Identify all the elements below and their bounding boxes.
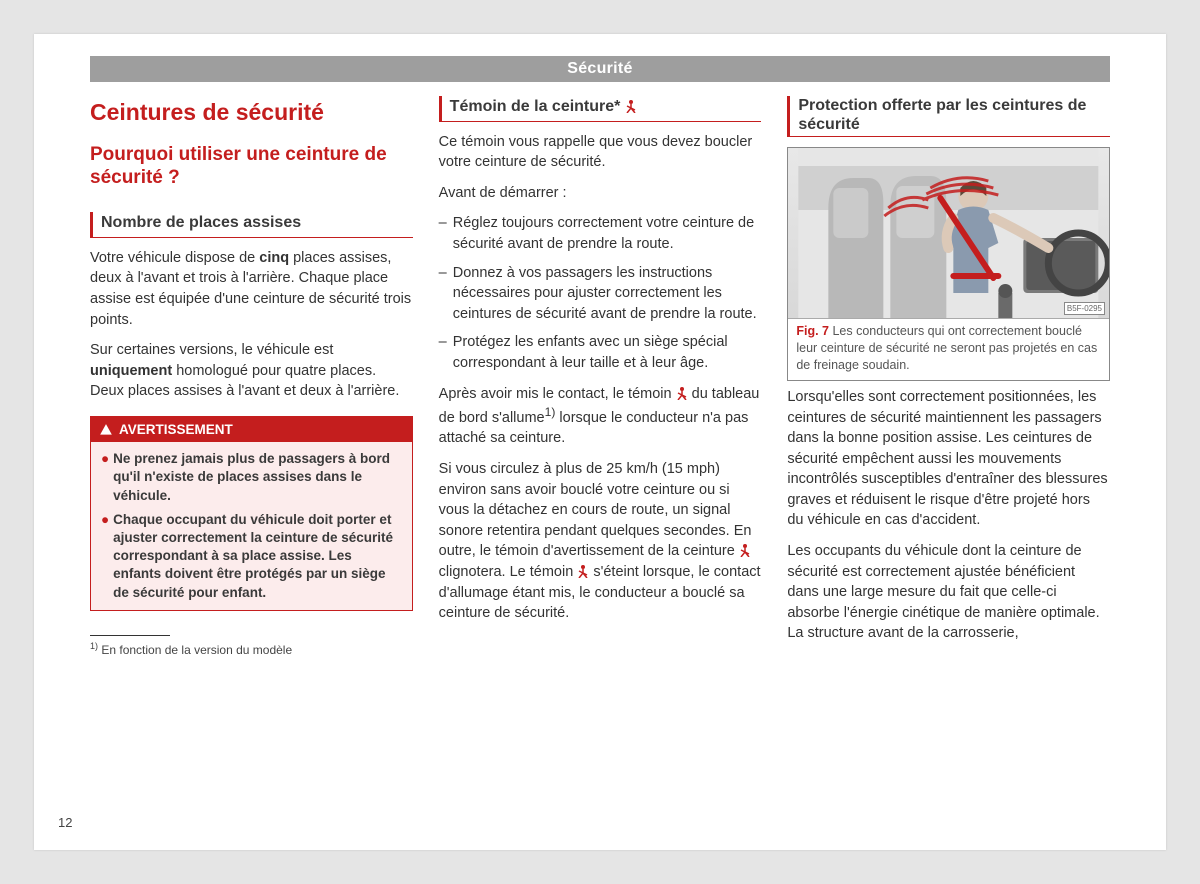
paragraph: Sur certaines versions, le véhicule est …: [90, 340, 413, 402]
chapter-title: Ceintures de sécurité: [90, 96, 413, 129]
paragraph: Lorsqu'elles sont correctement positionn…: [787, 387, 1110, 531]
seatbelt-icon: [577, 563, 589, 581]
warning-bullet: ●Ne prenez jamais plus de passagers à bo…: [101, 450, 402, 505]
section-title: Pourquoi utiliser une ceinture de sécuri…: [90, 143, 413, 191]
list-item: –Donnez à vos passagers les instructions…: [439, 263, 762, 325]
warning-body: ●Ne prenez jamais plus de passagers à bo…: [91, 442, 412, 610]
warning-header: AVERTISSEMENT: [91, 417, 412, 442]
page-number: 12: [58, 815, 72, 830]
figure-box: B5F-0295 Fig. 7 Les conducteurs qui ont …: [787, 147, 1110, 381]
column-1: Ceintures de sécurité Pourquoi utiliser …: [90, 96, 413, 659]
list-item: –Réglez toujours correctement votre cein…: [439, 213, 762, 254]
subsection-title: Nombre de places assises: [90, 212, 413, 238]
paragraph: Après avoir mis le contact, le témoin du…: [439, 384, 762, 450]
list-item: –Protégez les enfants avec un siège spéc…: [439, 332, 762, 373]
section-header: Sécurité: [90, 56, 1110, 82]
subsection-title: Témoin de la ceinture*: [439, 96, 762, 122]
figure-caption: Fig. 7 Les conducteurs qui ont correctem…: [788, 318, 1109, 380]
warning-bullet: ●Chaque occupant du véhicule doit porter…: [101, 511, 402, 602]
paragraph: Avant de démarrer :: [439, 183, 762, 204]
warning-triangle-icon: [99, 423, 113, 437]
paragraph: Si vous circulez à plus de 25 km/h (15 m…: [439, 459, 762, 624]
manual-page: Sécurité Ceintures de sécurité Pourquoi …: [34, 34, 1166, 850]
paragraph: Votre véhicule dispose de cinq places as…: [90, 248, 413, 330]
seatbelt-icon: [676, 385, 688, 403]
seatbelt-icon: [625, 98, 637, 116]
figure-code: B5F-0295: [1064, 302, 1105, 315]
warning-box: AVERTISSEMENT ●Ne prenez jamais plus de …: [90, 416, 413, 611]
column-3: Protection offerte par les ceintures de …: [787, 96, 1110, 659]
content-columns: Ceintures de sécurité Pourquoi utiliser …: [90, 96, 1110, 659]
footnote: 1) En fonction de la version du modèle: [90, 640, 413, 659]
dash-list: –Réglez toujours correctement votre cein…: [439, 213, 762, 373]
paragraph: Les occupants du véhicule dont la ceintu…: [787, 541, 1110, 644]
seatbelt-icon: [739, 542, 751, 560]
footnote-rule: [90, 635, 170, 636]
column-2: Témoin de la ceinture* Ce témoin vous ra…: [439, 96, 762, 659]
paragraph: Ce témoin vous rappelle que vous devez b…: [439, 132, 762, 173]
figure-illustration: B5F-0295: [788, 148, 1109, 318]
subsection-title: Protection offerte par les ceintures de …: [787, 96, 1110, 137]
driver-seatbelt-illustration: [788, 148, 1109, 318]
